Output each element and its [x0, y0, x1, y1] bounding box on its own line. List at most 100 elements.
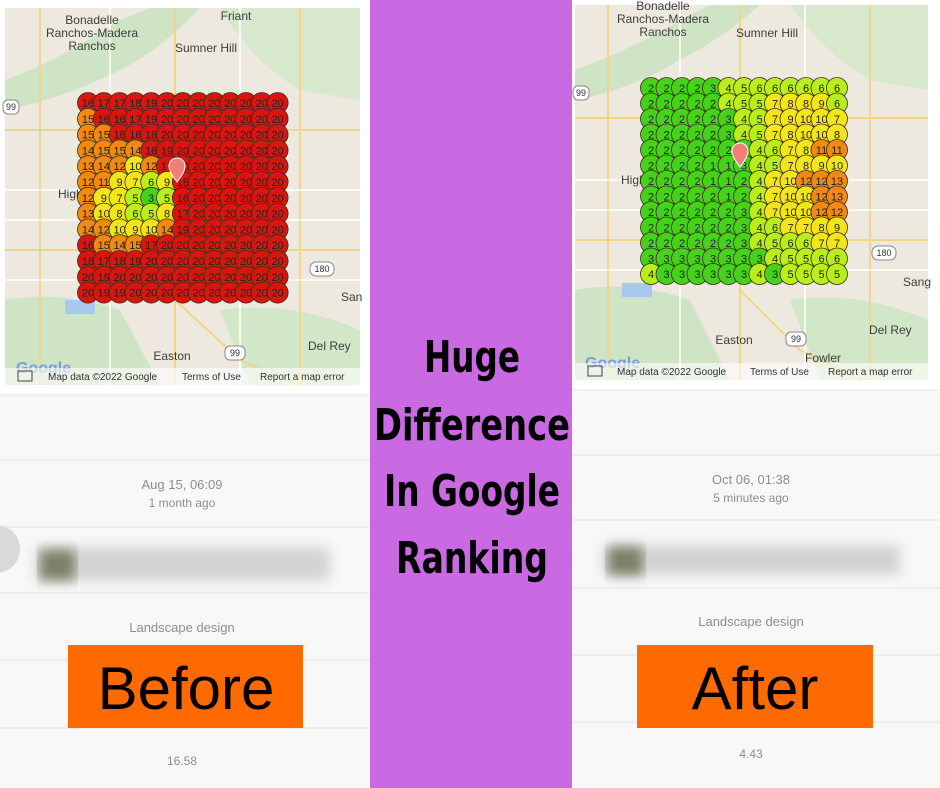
- rank-label: 5: [818, 269, 824, 281]
- rank-label: 7: [772, 207, 778, 219]
- rank-label: 4: [756, 269, 762, 281]
- rank-label: 12: [82, 193, 94, 205]
- headline-line: Difference: [374, 400, 570, 451]
- rank-label: 9: [101, 193, 107, 205]
- blurred-business: [35, 547, 330, 581]
- rank-label: 7: [772, 114, 778, 126]
- place-label: Bonadelle: [65, 13, 119, 27]
- rank-label: 2: [694, 145, 700, 157]
- rank-label: 20: [224, 272, 236, 284]
- place-label: Easton: [153, 349, 190, 363]
- rank-label: 20: [224, 130, 236, 142]
- rank-label: 20: [192, 145, 204, 157]
- rank-label: 6: [148, 177, 154, 189]
- rank-label: 10: [800, 114, 812, 126]
- rank-label: 2: [710, 223, 716, 235]
- rank-label: 2: [663, 99, 669, 111]
- rank-label: 6: [787, 83, 793, 95]
- map-left: Bonadelle Ranchos-Madera Ranchos Friant …: [2, 8, 362, 386]
- rank-label: 13: [831, 192, 843, 204]
- rank-label: 7: [818, 238, 824, 250]
- shield: [2, 99, 20, 115]
- rank-label: 20: [161, 114, 173, 126]
- rank-label: 2: [694, 192, 700, 204]
- badge-bg: [68, 645, 303, 728]
- rank-label: 8: [834, 130, 840, 142]
- rank-label: 2: [694, 161, 700, 173]
- rank-label: 2: [725, 223, 731, 235]
- rank-label: 20: [240, 240, 252, 252]
- place-label: High: [621, 173, 646, 187]
- attribution[interactable]: Terms of Use: [182, 372, 241, 383]
- rank-label: 20: [177, 240, 189, 252]
- attribution[interactable]: Report a map error: [260, 372, 345, 383]
- rank-label: 20: [271, 256, 283, 268]
- rank-label: 20: [240, 288, 252, 300]
- center-band: [370, 0, 572, 788]
- rank-label: 20: [256, 98, 268, 110]
- rank-label: 2: [679, 223, 685, 235]
- place-label: Bonadelle: [636, 0, 690, 13]
- rank-label: 20: [145, 256, 157, 268]
- place-label: Easton: [715, 333, 752, 347]
- rank-label: 20: [161, 256, 173, 268]
- attribution[interactable]: Report a map error: [828, 367, 913, 378]
- rank-label: 20: [192, 224, 204, 236]
- rank-label: 2: [694, 238, 700, 250]
- rank-label: 15: [98, 240, 110, 252]
- rank-label: 2: [648, 176, 654, 188]
- rank-label: 11: [98, 177, 109, 189]
- rank-label: 10: [800, 207, 812, 219]
- map-pin: [731, 142, 749, 168]
- rank-label: 17: [98, 98, 110, 110]
- rank-label: 2: [663, 192, 669, 204]
- rank-label: 12: [815, 176, 827, 188]
- green-area: [5, 8, 200, 110]
- rank-label: 8: [787, 99, 793, 111]
- rank-label: 2: [648, 238, 654, 250]
- rank-label: 20: [177, 98, 189, 110]
- rank-label: 20: [224, 256, 236, 268]
- attribution[interactable]: Terms of Use: [750, 367, 809, 378]
- headline-line: In Google: [384, 466, 560, 517]
- rank-circle: [826, 263, 848, 285]
- rank-label: 2: [648, 83, 654, 95]
- rank-label: 20: [224, 177, 236, 189]
- rank-label: 5: [787, 254, 793, 266]
- rank-label: 18: [82, 256, 94, 268]
- rank-label: 20: [224, 240, 236, 252]
- rank-label: 4: [741, 114, 747, 126]
- rank-label: 20: [256, 193, 268, 205]
- rank-label: 17: [129, 114, 141, 126]
- green-area: [220, 8, 360, 100]
- rank-label: 20: [271, 240, 283, 252]
- rank-label: 20: [192, 114, 204, 126]
- rank-label: 2: [694, 99, 700, 111]
- rank-label: 20: [271, 161, 283, 173]
- rank-label: 14: [113, 240, 125, 252]
- shield: [309, 261, 335, 277]
- rank-label: 4: [756, 161, 762, 173]
- place-label: Ranchos: [68, 39, 115, 53]
- rank-label: 20: [208, 145, 220, 157]
- rank-label: 2: [679, 207, 685, 219]
- shield-label: 99: [6, 102, 16, 112]
- rank-label: 20: [192, 240, 204, 252]
- rank-label: 20: [240, 161, 252, 173]
- rank-label: 10: [145, 224, 157, 236]
- shield: [224, 345, 246, 361]
- rank-label: 2: [710, 130, 716, 142]
- rank-label: 20: [256, 161, 268, 173]
- rank-label: 2: [648, 207, 654, 219]
- shield: [572, 85, 590, 101]
- shield: [785, 331, 807, 347]
- rank-label: 1: [710, 161, 716, 173]
- nav-button[interactable]: [0, 525, 20, 573]
- rank-label: 4: [725, 99, 731, 111]
- rank-label: 3: [741, 238, 747, 250]
- rank-label: 12: [815, 192, 827, 204]
- rank-label: 20: [240, 272, 252, 284]
- rank-label: 4: [756, 238, 762, 250]
- rank-label: 6: [803, 83, 809, 95]
